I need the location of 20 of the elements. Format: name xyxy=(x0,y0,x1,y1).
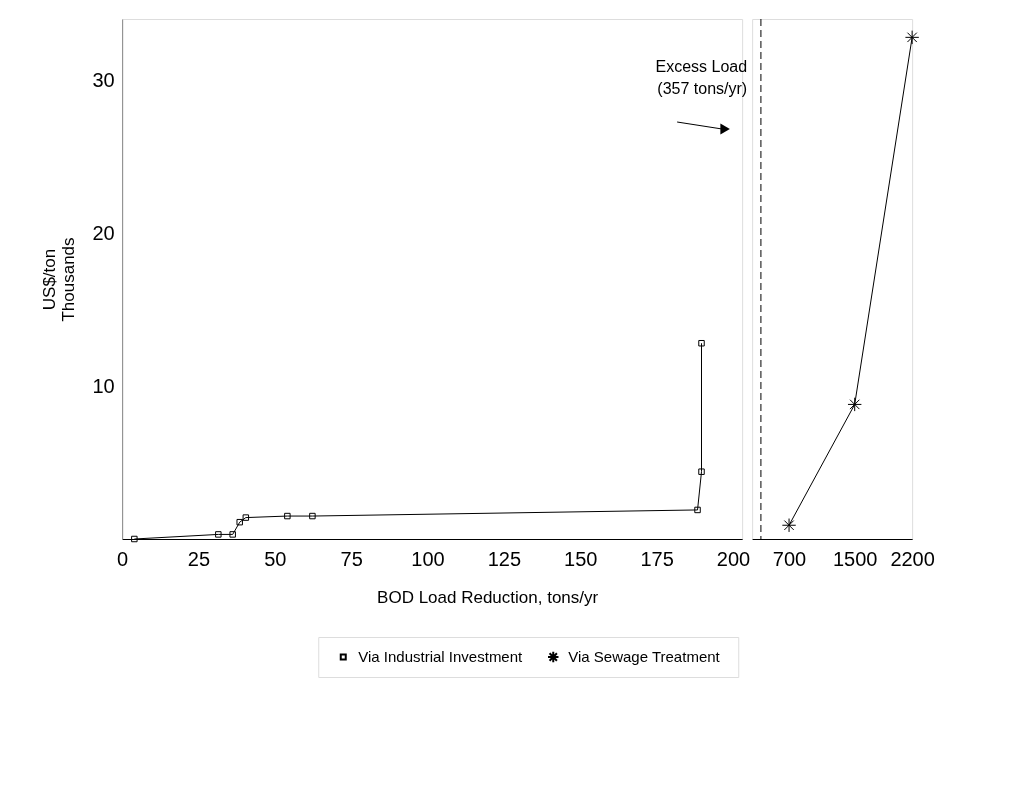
x-tick-label: 75 xyxy=(340,547,363,570)
ref-line-label: Excess Load (357 tons/yr) xyxy=(655,58,748,97)
x-tick-label: 1500 xyxy=(832,547,878,570)
x-tick-label: 25 xyxy=(187,547,211,570)
x-tick-label: 200 xyxy=(716,547,751,570)
legend-label: Via Industrial Investment xyxy=(358,648,524,665)
x-tick-label: 175 xyxy=(640,547,674,570)
x-tick-label: 125 xyxy=(487,547,522,570)
x-axis-title: BOD Load Reduction, tons/yr xyxy=(377,587,599,607)
y-tick-label: 30 xyxy=(92,68,115,91)
y-tick-label: 20 xyxy=(92,221,115,244)
legend-label: Via Sewage Treatment xyxy=(568,648,721,665)
y-axis-title: US$/ton Thousands xyxy=(40,237,79,322)
x-tick-label: 50 xyxy=(264,547,287,570)
x-tick-label: 2200 xyxy=(890,547,935,570)
x-tick-label: 150 xyxy=(564,547,598,570)
x-tick-label: 100 xyxy=(411,547,445,570)
x-tick-label: 0 xyxy=(117,547,129,570)
x-tick-label: 700 xyxy=(772,547,807,570)
y-tick-label: 10 xyxy=(92,374,115,397)
